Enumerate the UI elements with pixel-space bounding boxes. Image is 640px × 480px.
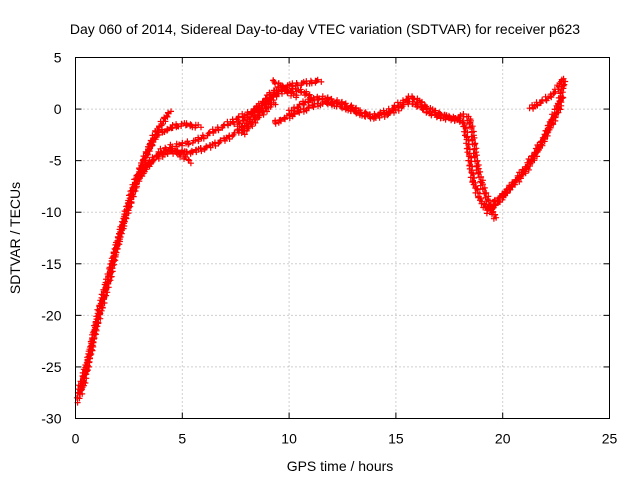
data-series xyxy=(231,87,278,130)
plus-markers xyxy=(238,99,279,138)
y-tick-label: -25 xyxy=(41,359,61,375)
y-tick-label: 0 xyxy=(54,101,62,117)
x-tick-label: 0 xyxy=(72,431,80,447)
data-series xyxy=(270,77,300,101)
plus-markers xyxy=(487,78,569,208)
data-series xyxy=(526,75,567,112)
data-points xyxy=(73,75,569,406)
y-tick-label: -30 xyxy=(41,411,61,427)
x-tick-label: 25 xyxy=(602,431,618,447)
plus-markers xyxy=(231,87,278,130)
y-tick-label: -5 xyxy=(49,153,62,169)
plus-markers xyxy=(285,93,497,215)
data-series xyxy=(285,93,497,215)
plus-markers xyxy=(77,144,194,397)
y-tick-labels: -30 -25 -20 -15 -10 -5 0 5 xyxy=(41,50,61,427)
y-tick-label: -20 xyxy=(41,307,61,323)
x-tick-label: 15 xyxy=(388,431,404,447)
y-tick-label: 5 xyxy=(54,50,62,66)
plot-frame xyxy=(75,57,610,419)
x-tick-label: 5 xyxy=(178,431,186,447)
x-tick-label: 20 xyxy=(495,431,511,447)
y-axis-label: SDTVAR / TECUs xyxy=(7,182,23,294)
plus-markers xyxy=(526,75,567,112)
chart-title: Day 060 of 2014, Sidereal Day-to-day VTE… xyxy=(70,21,580,37)
grid xyxy=(75,57,610,419)
y-tick-label: -15 xyxy=(41,256,61,272)
x-tick-label: 10 xyxy=(281,431,297,447)
x-axis-label: GPS time / hours xyxy=(287,458,394,474)
data-series xyxy=(77,144,194,397)
y-tick-label: -10 xyxy=(41,204,61,220)
data-series xyxy=(487,78,569,208)
x-tick-labels: 0 5 10 15 20 25 xyxy=(72,431,618,447)
plus-markers xyxy=(270,77,300,101)
axis-ticks xyxy=(75,57,610,419)
data-series xyxy=(238,99,279,138)
